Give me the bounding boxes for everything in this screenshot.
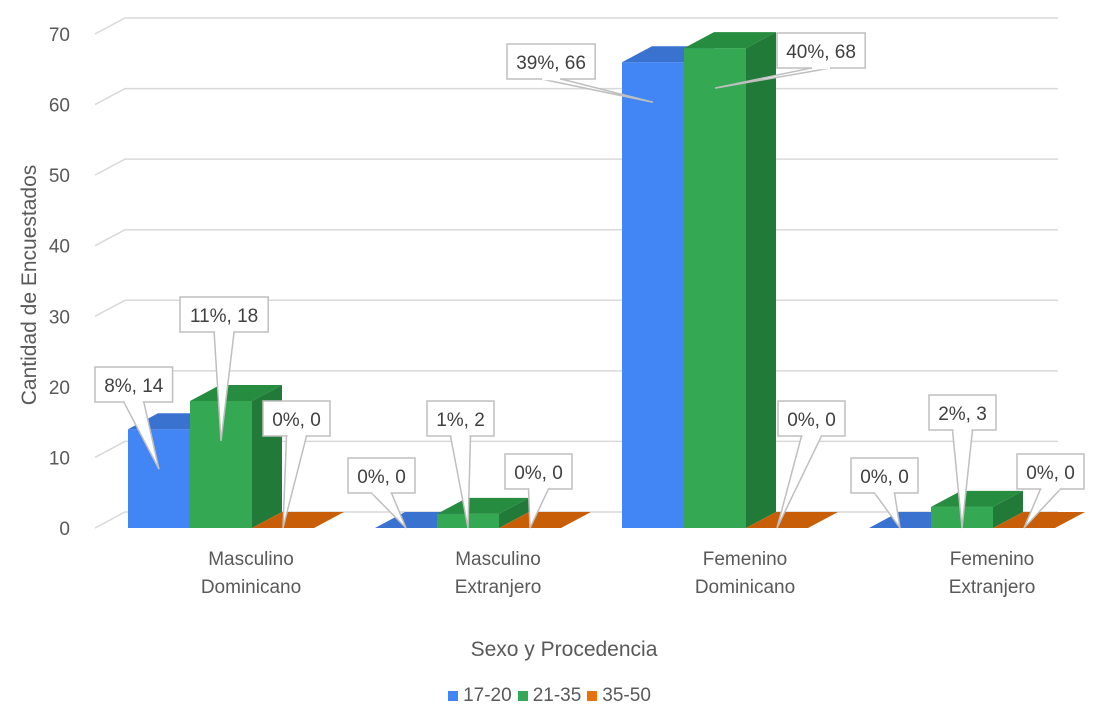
gridline [94,158,1058,176]
data-label: 0%, 0 [776,400,846,529]
y-tick-label: 20 [49,378,70,399]
legend-item-17-20: 17-20 [448,685,512,707]
data-label: 40%, 68 [714,32,866,89]
data-label: 0%, 0 [347,457,416,529]
legend-label: 17-20 [463,685,512,706]
bar-35-50-3 [993,512,1085,528]
bar-top [190,384,282,401]
x-category-label: Dominicano [695,577,795,598]
data-label: 1%, 2 [426,400,495,529]
data-label: 0%, 0 [504,453,573,529]
data-label: 0%, 0 [262,400,331,529]
callout-box [506,43,596,80]
x-axis-title: Sexo y Procedencia [471,638,658,661]
x-category-label: Femenino [950,549,1035,570]
bar-top [684,32,776,49]
bar-side [993,490,1023,528]
y-tick-label: 60 [49,96,70,117]
x-category-label: Dominicano [201,577,301,598]
gridline [94,228,1058,247]
data-label-text: 0%, 0 [787,410,836,431]
bar-front [684,48,746,528]
legend-item-21-35: 21-35 [517,685,582,707]
callout-box [1016,453,1085,490]
data-labels: 8%, 14 11%, 18 0%, 0 0%, 0 1%, 2 0%, 0 39%, 66… [94,32,1085,529]
y-tick-label: 70 [49,25,70,46]
data-label-text: 0%, 0 [514,463,563,484]
callout-box [179,296,269,333]
callout-box [347,457,416,494]
x-axis-categories: Masculino Dominicano Masculino Extranjero Fe… [201,549,1035,598]
y-axis-title: Cantidad de Encuestados [18,165,41,406]
data-label-text: 1%, 2 [436,410,485,431]
data-label: 39%, 66 [506,43,654,103]
callout-box [94,366,174,403]
legend-label: 21-35 [532,685,582,706]
data-label-text: 40%, 68 [786,42,856,63]
x-category-label: Femenino [703,549,788,570]
data-label-text: 39%, 66 [516,53,586,74]
legend: 17-20 21-35 35-50 [0,685,1099,707]
data-label-text: 0%, 0 [860,467,909,488]
gridline [94,17,1058,35]
data-label: 0%, 0 [850,457,919,529]
data-label: 8%, 14 [94,366,174,470]
bar-21-35-3 [931,490,1023,528]
bar-side [499,497,529,528]
bar-front [128,429,190,528]
gridline [94,370,1058,388]
legend-item-35-50: 35-50 [587,685,651,707]
callout-box [850,457,919,494]
bar-top [746,512,838,528]
y-tick-label: 0 [59,519,70,540]
y-tick-label: 40 [49,237,70,258]
callout-box [426,400,495,437]
data-label-text: 11%, 18 [190,306,258,327]
callout-box [776,32,866,69]
legend-label: 35-50 [602,685,651,706]
bar-35-50-1 [499,512,591,528]
y-axis-ticks: 0 10 20 30 40 50 60 70 [49,25,70,540]
bar-front [622,62,684,528]
x-category-label: Extranjero [949,577,1036,598]
x-category-label: Masculino [455,549,541,570]
bar-top [931,490,1023,507]
bar-35-50-0 [252,512,344,528]
data-label-text: 0%, 0 [1026,463,1075,484]
bar-top [252,512,344,528]
callout-box [777,400,846,437]
y-tick-label: 10 [49,448,70,469]
data-label: 2%, 3 [928,394,997,529]
bar-35-50-2 [746,512,838,528]
bar-side [746,32,776,528]
bar-top [437,497,529,514]
y-tick-label: 50 [49,166,70,187]
data-label-text: 0%, 0 [357,467,406,488]
legend-swatch [517,691,528,701]
bar-top [993,512,1085,528]
callout-box [504,453,573,490]
bar-top [499,512,591,528]
data-label-text: 0%, 0 [272,410,321,431]
bar-21-35-2 [684,32,776,528]
bars [128,32,1085,528]
data-label-text: 2%, 3 [938,404,987,425]
data-label: 11%, 18 [179,296,269,442]
data-label: 0%, 0 [1016,453,1085,529]
y-tick-label: 30 [49,307,70,328]
gridline [94,87,1058,106]
x-category-label: Extranjero [455,577,542,598]
data-label-text: 8%, 14 [104,376,164,397]
x-category-label: Masculino [208,549,294,570]
legend-swatch [587,691,598,701]
legend-swatch [448,691,459,701]
